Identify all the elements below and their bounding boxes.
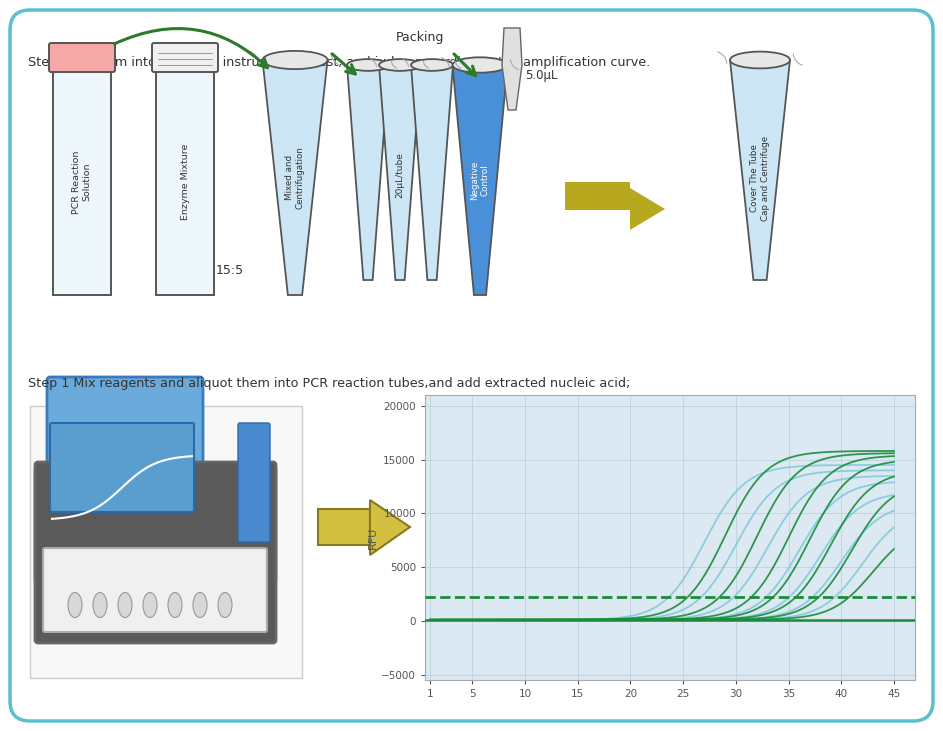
Polygon shape: [411, 65, 453, 280]
Polygon shape: [502, 28, 522, 110]
FancyBboxPatch shape: [565, 182, 630, 210]
FancyBboxPatch shape: [50, 423, 194, 512]
Polygon shape: [262, 60, 327, 295]
Text: Packing: Packing: [396, 31, 444, 45]
FancyBboxPatch shape: [35, 467, 276, 583]
FancyBboxPatch shape: [10, 10, 933, 721]
Polygon shape: [370, 500, 410, 555]
Polygon shape: [347, 65, 389, 280]
Text: Step 1 Mix reagents and aliquot them into PCR reaction tubes,and add extracted n: Step 1 Mix reagents and aliquot them int…: [28, 377, 630, 390]
Polygon shape: [453, 65, 507, 295]
Text: PCR Reaction
Solution: PCR Reaction Solution: [73, 151, 91, 213]
Polygon shape: [379, 65, 421, 280]
Text: 5.0μL: 5.0μL: [525, 69, 557, 81]
FancyBboxPatch shape: [53, 45, 111, 295]
FancyBboxPatch shape: [156, 45, 214, 295]
FancyBboxPatch shape: [152, 43, 218, 72]
Text: Step2 Put them into the qPCR instrument to test, and judge according to the ampl: Step2 Put them into the qPCR instrument …: [28, 56, 651, 69]
Text: Mixed and
Centrifugation: Mixed and Centrifugation: [286, 146, 305, 209]
Ellipse shape: [118, 593, 132, 618]
Ellipse shape: [93, 593, 107, 618]
Ellipse shape: [68, 593, 82, 618]
FancyBboxPatch shape: [43, 548, 267, 632]
Ellipse shape: [347, 59, 389, 71]
Ellipse shape: [411, 59, 453, 71]
Text: Enzyme Mixture: Enzyme Mixture: [180, 144, 190, 220]
Ellipse shape: [218, 593, 232, 618]
FancyBboxPatch shape: [35, 462, 276, 643]
FancyBboxPatch shape: [318, 509, 370, 545]
Ellipse shape: [193, 593, 207, 618]
FancyBboxPatch shape: [47, 377, 203, 483]
Y-axis label: RFU: RFU: [369, 526, 378, 549]
Text: 20μL/tube: 20μL/tube: [395, 152, 405, 198]
FancyBboxPatch shape: [30, 406, 302, 678]
Text: Cover The Tube
Cap and Centrifuge: Cover The Tube Cap and Centrifuge: [751, 135, 769, 221]
Ellipse shape: [379, 59, 421, 71]
Text: Negative
Control: Negative Control: [471, 160, 489, 200]
Ellipse shape: [453, 57, 507, 72]
Polygon shape: [730, 60, 790, 280]
Polygon shape: [630, 188, 665, 230]
Ellipse shape: [143, 593, 157, 618]
Text: 15:5: 15:5: [216, 263, 244, 276]
Ellipse shape: [168, 593, 182, 618]
Ellipse shape: [262, 51, 327, 69]
FancyBboxPatch shape: [238, 423, 270, 542]
FancyBboxPatch shape: [49, 43, 115, 72]
Ellipse shape: [730, 52, 790, 69]
